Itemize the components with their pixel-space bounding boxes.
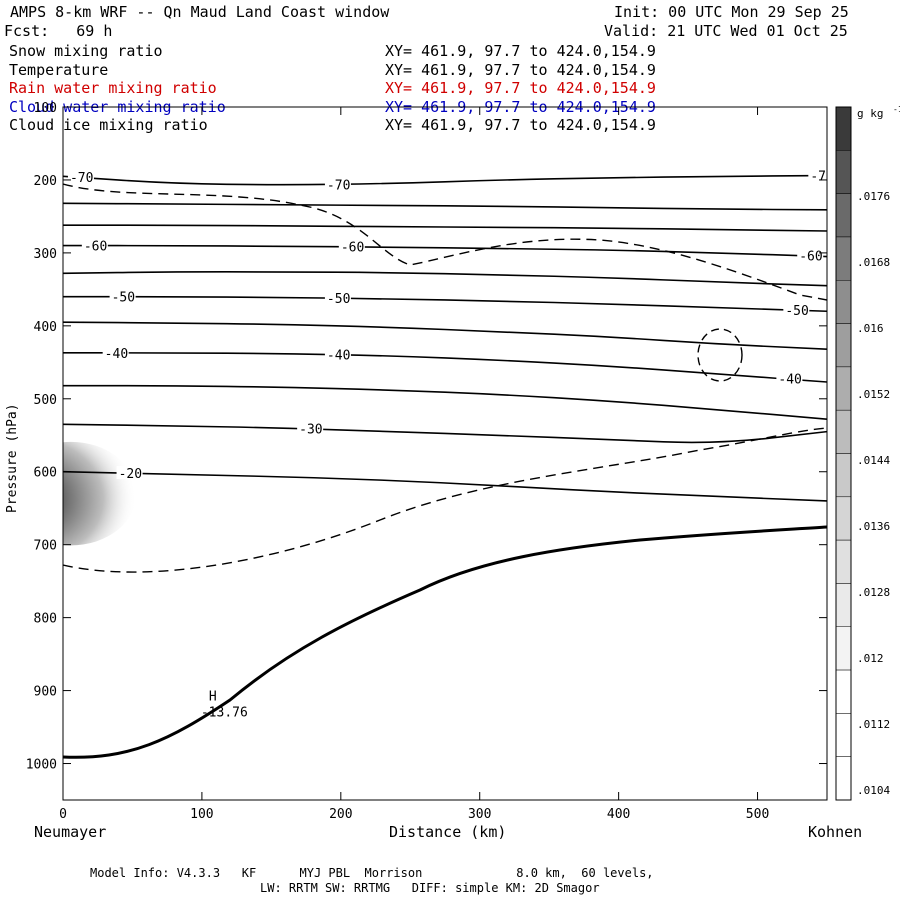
y-tick-label: 700	[34, 539, 57, 554]
cloud-ice-contour	[697, 328, 743, 382]
isotherm	[63, 244, 827, 258]
colorbar-label: .0112	[857, 718, 890, 731]
plot-frame	[62, 106, 828, 801]
colorbar-label: .0144	[857, 454, 890, 467]
isotherm-label: -70	[70, 171, 93, 186]
colorbar-segment	[835, 539, 852, 584]
colorbar-label: .0136	[857, 520, 890, 533]
colorbar-label: .016	[857, 322, 884, 335]
field-name: Rain water mixing ratio	[9, 79, 217, 97]
isotherm	[63, 352, 827, 383]
y-tick-label: 100	[34, 101, 57, 116]
model-info-line1: Model Info: V4.3.3 KF MYJ PBL Morrison 8…	[90, 866, 654, 880]
forecast-hour: Fcst: 69 h	[4, 22, 113, 40]
colorbar-segment	[835, 713, 852, 757]
colorbar-segment	[835, 193, 852, 238]
isotherm	[63, 271, 827, 287]
colorbar-segment	[835, 496, 852, 541]
isotherm	[63, 384, 827, 421]
snow-max-shading	[63, 441, 137, 546]
colorbar-segment	[835, 366, 852, 411]
colorbar-frame	[835, 106, 852, 801]
field-xy: XY= 461.9, 97.7 to 424.0,154.9	[385, 42, 656, 60]
isotherm-label: -70	[327, 178, 350, 193]
colorbar-label: .012	[857, 652, 884, 665]
isotherm-label: -60	[341, 241, 364, 256]
x-tick-label: 500	[746, 807, 769, 822]
colorbar-label: .0104	[857, 784, 890, 797]
isotherm	[63, 295, 827, 313]
colorbar-segment	[835, 280, 852, 324]
x-tick-label: 300	[468, 807, 491, 822]
colorbar-segment	[835, 756, 852, 801]
chart-title: AMPS 8-km WRF -- Qn Maud Land Coast wind…	[10, 3, 390, 21]
isotherm-label: -70	[810, 170, 833, 185]
y-tick-label: 1000	[26, 758, 57, 773]
isotherm-label: -30	[299, 423, 322, 438]
x-tick-label: 100	[190, 807, 213, 822]
x-tick-label: 400	[607, 807, 630, 822]
y-tick-label: 800	[34, 612, 57, 627]
colorbar-segment	[835, 106, 852, 151]
y-tick-label: 300	[34, 247, 57, 262]
isotherm-label: -50	[112, 291, 135, 306]
isotherm-label: -50	[327, 292, 350, 307]
colorbar-segment	[835, 409, 852, 454]
y-tick-label: 600	[34, 466, 57, 481]
model-info-line2: LW: RRTM SW: RRTMG DIFF: simple KM: 2D S…	[260, 881, 600, 895]
y-axis-label: Pressure (hPa)	[5, 403, 20, 513]
colorbar-segment	[835, 583, 852, 627]
field-name: Snow mixing ratio	[9, 42, 163, 60]
colorbar-segment	[835, 150, 852, 194]
colorbar-unit-sup: -1	[893, 105, 900, 114]
min-marker-symbol: H	[209, 689, 217, 704]
colorbar-label: .0168	[857, 256, 890, 269]
field-name: Temperature	[9, 60, 109, 79]
colorbar-unit: g kg	[857, 107, 884, 120]
cloud-ice-contour	[63, 183, 827, 301]
colorbar-segment	[835, 323, 852, 368]
cloud-ice-contour	[63, 427, 827, 573]
isotherm	[63, 470, 827, 502]
isotherm-label: -20	[119, 467, 142, 482]
colorbar-segment	[835, 626, 852, 671]
colorbar-label: .0152	[857, 388, 890, 401]
y-tick-label: 400	[34, 320, 57, 335]
isotherm	[63, 174, 827, 186]
x-axis-label: Distance (km)	[389, 823, 507, 841]
isotherm	[63, 423, 827, 444]
x-tick-label: 200	[329, 807, 352, 822]
isotherm-label: -40	[327, 348, 350, 363]
x-left-station-label: Neumayer	[34, 823, 107, 841]
y-tick-label: 200	[34, 174, 57, 189]
isotherm	[63, 202, 827, 211]
field-xy: XY= 461.9, 97.7 to 424.0,154.9	[385, 79, 656, 97]
colorbar-label: .0176	[857, 190, 890, 203]
isotherm-label: -60	[799, 250, 822, 265]
isotherm	[63, 224, 827, 232]
isotherm-label: -60	[84, 240, 107, 255]
colorbar-segment	[835, 236, 852, 281]
field-xy: XY= 461.9, 97.7 to 424.0,154.9	[385, 60, 656, 79]
x-right-station-label: Kohnen	[808, 823, 863, 841]
terrain-line	[63, 525, 827, 759]
colorbar-label: .0128	[857, 586, 890, 599]
field-xy: XY= 461.9, 97.7 to 424.0,154.9	[385, 116, 656, 134]
x-tick-label: 0	[59, 807, 67, 822]
init-time: Init: 00 UTC Mon 29 Sep 25	[614, 3, 849, 21]
isotherm-label: -40	[105, 347, 128, 362]
isotherm-label: -50	[785, 304, 808, 319]
y-tick-label: 500	[34, 393, 57, 408]
isotherm-label: -40	[778, 372, 801, 387]
colorbar-segment	[835, 669, 852, 714]
field-name: Cloud ice mixing ratio	[9, 116, 208, 134]
isotherm	[63, 321, 827, 350]
colorbar-segment	[835, 453, 852, 498]
min-marker-value: -13.76	[201, 705, 248, 720]
y-tick-label: 900	[34, 685, 57, 700]
valid-time: Valid: 21 UTC Wed 01 Oct 25	[604, 22, 848, 40]
